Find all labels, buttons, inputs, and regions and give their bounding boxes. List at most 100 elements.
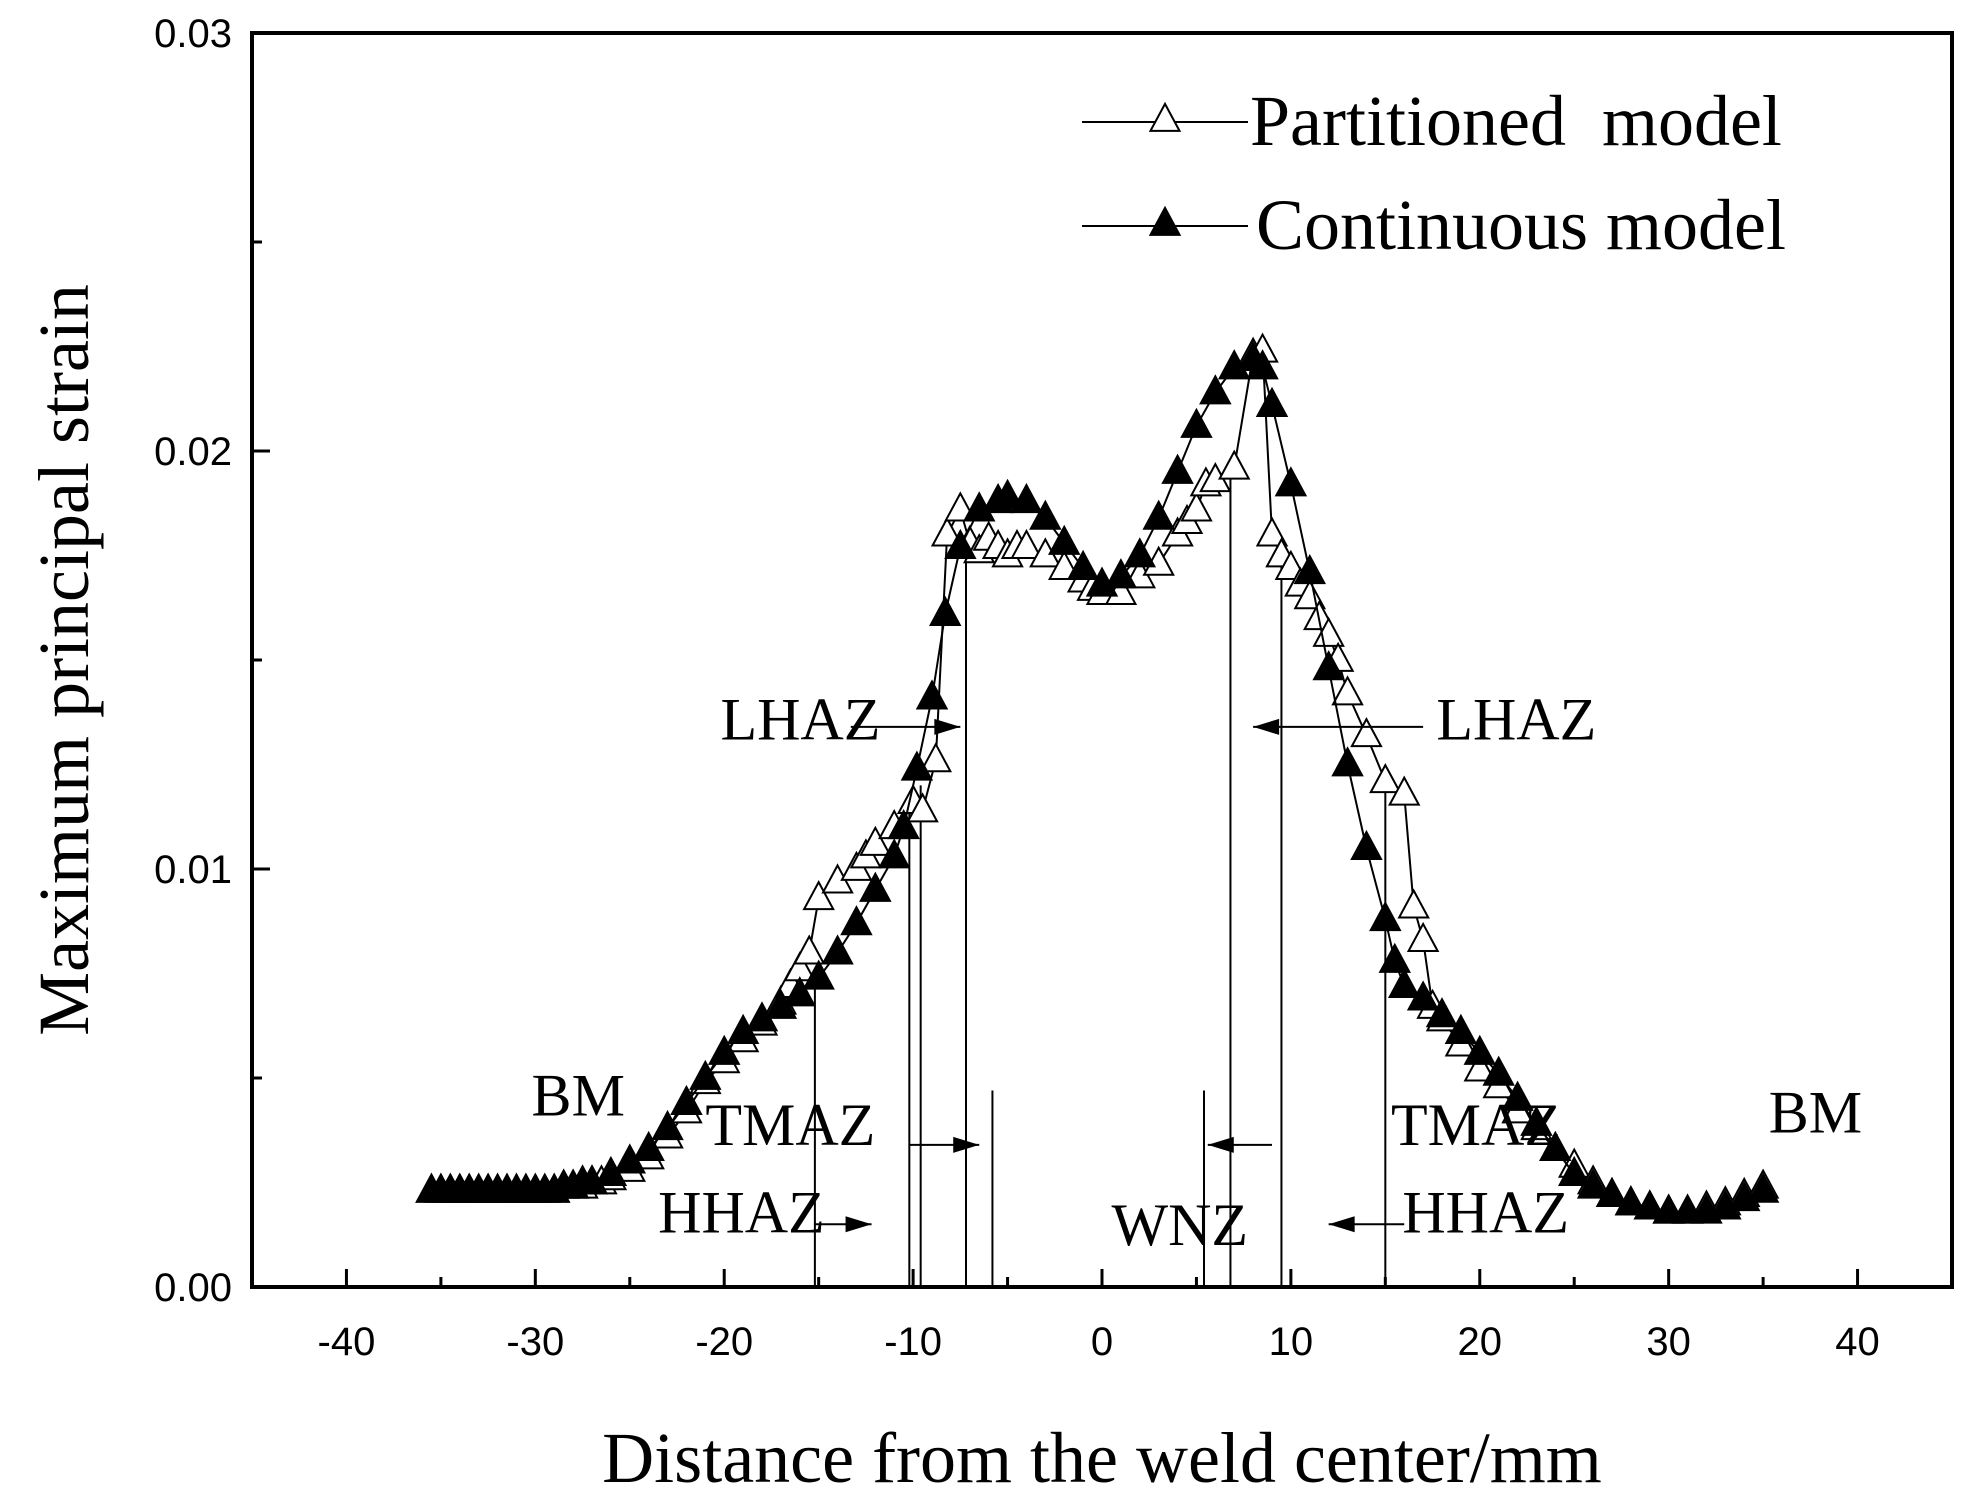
legend: Partitioned model Continuous model <box>1082 81 1786 265</box>
annotation-arrow-head <box>934 718 961 735</box>
data-point-filled-triangle <box>1746 1172 1780 1203</box>
x-tick-label: 40 <box>1835 1320 1880 1364</box>
data-point-open-triangle <box>930 516 964 547</box>
data-point-filled-triangle <box>1557 1155 1591 1187</box>
y-tick-label: 0.01 <box>154 848 232 892</box>
legend-label-partitioned: Partitioned model <box>1250 81 1782 161</box>
data-point-open-triangle <box>1350 717 1383 748</box>
annotation-arrow-head <box>1207 1136 1234 1153</box>
y-tick-label: 0.02 <box>154 430 232 474</box>
data-point-filled-triangle <box>632 1130 665 1161</box>
x-tick-label: 30 <box>1646 1320 1691 1364</box>
data-point-filled-triangle <box>783 976 817 1007</box>
x-tick-label: -10 <box>884 1320 942 1364</box>
zone-label: HHAZ <box>658 1180 825 1246</box>
data-point-filled-triangle <box>1369 900 1402 932</box>
data-point-open-triangle <box>1406 921 1440 952</box>
data-point-filled-triangle <box>1520 1105 1553 1136</box>
data-point-filled-triangle <box>1444 1013 1478 1044</box>
zone-label: HHAZ <box>1402 1180 1569 1246</box>
annotation-arrow-head <box>845 1216 872 1233</box>
data-point-filled-triangle <box>707 1034 741 1065</box>
zone-label: BM <box>1769 1079 1862 1145</box>
x-tick-label: 10 <box>1269 1320 1314 1364</box>
zone-label: BM <box>532 1063 625 1129</box>
data-point-filled-triangle <box>802 959 835 990</box>
data-point-filled-triangle <box>1463 1034 1497 1065</box>
axes: -40 -30 -20 -10 0 10 20 30 40 0.00 0.01 0.02 0.03 <box>154 12 1880 1364</box>
series-line <box>431 357 1764 1213</box>
y-tick-label: 0.00 <box>154 1266 232 1310</box>
data-point-filled-triangle <box>1576 1168 1610 1199</box>
y-tick-label: 0.03 <box>154 12 232 56</box>
data-point-filled-triangle <box>1378 942 1412 973</box>
data-point-filled-triangle <box>1246 349 1279 380</box>
data-point-filled-triangle <box>1066 549 1100 580</box>
data-point-filled-triangle <box>1047 524 1081 555</box>
data-point-open-triangle <box>1397 888 1430 919</box>
data-point-filled-triangle <box>1123 537 1157 568</box>
annotation-arrow-head <box>1253 718 1280 735</box>
data-point-filled-triangle <box>651 1109 684 1141</box>
annotation-arrow-head <box>953 1136 980 1153</box>
x-tick-label: -40 <box>318 1320 376 1364</box>
data-point-open-triangle <box>1463 1051 1497 1082</box>
data-point-filled-triangle <box>1331 746 1364 777</box>
zone-label: LHAZ <box>1436 686 1596 752</box>
series-layer <box>415 332 1780 1224</box>
data-point-filled-triangle <box>991 478 1024 509</box>
data-point-filled-triangle <box>1501 1080 1534 1111</box>
data-point-filled-triangle <box>1104 558 1138 589</box>
x-axis-title: Distance from the weld center/mm <box>602 1418 1602 1498</box>
y-axis-title: Maximum principal strain <box>24 284 104 1036</box>
x-tick-label: -30 <box>506 1320 564 1364</box>
x-tick-label: 20 <box>1458 1320 1503 1364</box>
data-point-filled-triangle <box>821 934 854 965</box>
zone-annotations: LHAZ LHAZ TMAZ TMAZ HHAZ HHAZ WNZ BM BM <box>532 686 1863 1258</box>
data-point-filled-triangle <box>1029 499 1062 530</box>
data-point-open-triangle <box>792 934 826 965</box>
data-point-filled-triangle <box>877 838 911 869</box>
data-point-filled-triangle <box>900 750 934 781</box>
data-point-filled-triangle <box>840 905 873 936</box>
data-point-open-triangle <box>1331 675 1364 706</box>
data-point-open-triangle <box>802 880 835 911</box>
data-point-filled-triangle <box>1161 453 1194 484</box>
data-point-open-triangle <box>1217 449 1251 480</box>
data-point-filled-triangle <box>1293 553 1327 585</box>
data-point-filled-triangle <box>1425 997 1459 1028</box>
data-point-filled-triangle <box>1312 650 1345 681</box>
data-point-filled-triangle <box>1539 1130 1572 1161</box>
series-continuous <box>415 340 1780 1224</box>
data-point-filled-triangle <box>1387 967 1421 998</box>
data-point-filled-triangle <box>1180 407 1213 438</box>
zone-label: TMAZ <box>1391 1092 1561 1158</box>
data-point-open-triangle <box>1255 516 1289 547</box>
data-point-filled-triangle <box>944 528 977 560</box>
data-point-filled-triangle <box>859 871 892 902</box>
data-point-filled-triangle <box>1406 980 1440 1011</box>
data-point-open-triangle <box>1387 775 1421 806</box>
zone-label: TMAZ <box>705 1092 875 1158</box>
legend-marker-open-triangle <box>1148 101 1182 132</box>
x-tick-label: -20 <box>695 1320 753 1364</box>
data-point-filled-triangle <box>1199 374 1232 405</box>
legend-marker-filled-triangle <box>1148 205 1182 236</box>
data-point-filled-triangle <box>915 679 949 710</box>
data-point-filled-triangle <box>1274 466 1308 497</box>
data-point-open-triangle <box>1369 762 1402 794</box>
data-point-open-triangle <box>1180 491 1213 522</box>
data-point-open-triangle <box>1293 579 1327 610</box>
data-point-open-triangle <box>859 825 892 856</box>
data-point-filled-triangle <box>1614 1185 1648 1216</box>
data-point-open-triangle <box>1010 528 1043 560</box>
zone-label: LHAZ <box>720 686 880 752</box>
zone-label: WNZ <box>1111 1192 1248 1258</box>
legend-label-continuous: Continuous model <box>1256 185 1786 265</box>
series-line <box>431 349 1764 1213</box>
x-tick-label: 0 <box>1091 1320 1113 1364</box>
data-point-filled-triangle <box>1010 482 1043 514</box>
data-point-filled-triangle <box>928 595 962 626</box>
data-point-filled-triangle <box>670 1084 703 1115</box>
